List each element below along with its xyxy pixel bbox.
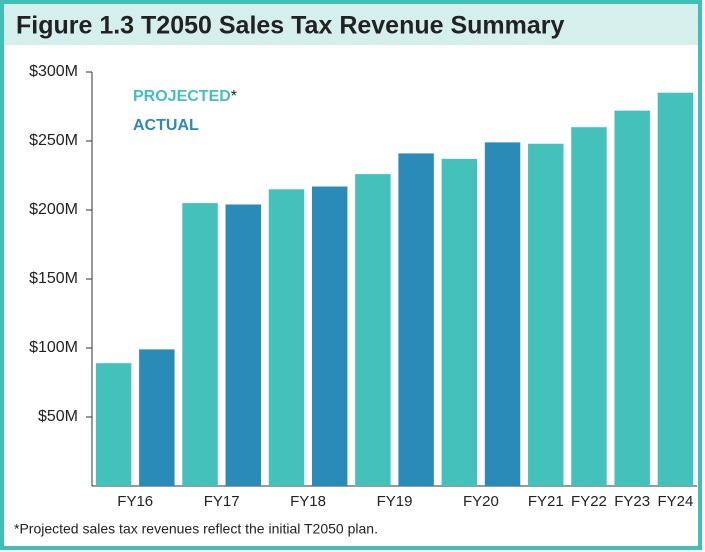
- x-tick-label: FY24: [657, 493, 693, 510]
- legend-entry: ACTUAL: [133, 117, 199, 134]
- bar: [95, 363, 132, 486]
- bar: [528, 143, 564, 486]
- y-tick-label: $150M: [29, 270, 78, 287]
- bar: [614, 110, 650, 486]
- bar: [571, 127, 607, 486]
- y-tick-label: $300M: [29, 63, 78, 80]
- y-tick-label: $250M: [29, 132, 78, 149]
- bar: [225, 204, 261, 487]
- legend-label: ACTUAL: [133, 117, 199, 134]
- bar: [398, 153, 434, 487]
- legend-marker: *: [231, 88, 237, 105]
- x-tick-label: FY19: [377, 493, 413, 510]
- x-tick-label: FY22: [571, 493, 607, 510]
- x-tick-label: FY21: [528, 493, 564, 510]
- y-tick-label: $50M: [38, 408, 78, 425]
- bar: [484, 142, 521, 486]
- x-tick-label: FY16: [117, 493, 153, 510]
- x-tick-label: FY18: [290, 493, 326, 510]
- y-tick-label: $200M: [29, 201, 78, 218]
- legend-label: PROJECTED: [133, 88, 231, 105]
- x-tick-label: FY23: [614, 493, 650, 510]
- bar: [268, 189, 305, 487]
- bar: [311, 186, 348, 487]
- bar: [355, 174, 391, 486]
- legend-entry: PROJECTED*: [133, 88, 237, 105]
- footnote: *Projected sales tax revenues reflect th…: [14, 521, 378, 537]
- x-tick-label: FY17: [204, 493, 240, 510]
- chart-title: Figure 1.3 T2050 Sales Tax Revenue Summa…: [16, 12, 565, 40]
- bar: [441, 158, 478, 486]
- bar: [139, 349, 175, 486]
- y-tick-label: $100M: [29, 339, 78, 356]
- title-bar: [4, 4, 698, 45]
- x-tick-label: FY20: [463, 493, 499, 510]
- bar: [182, 203, 218, 486]
- bar: [657, 92, 694, 486]
